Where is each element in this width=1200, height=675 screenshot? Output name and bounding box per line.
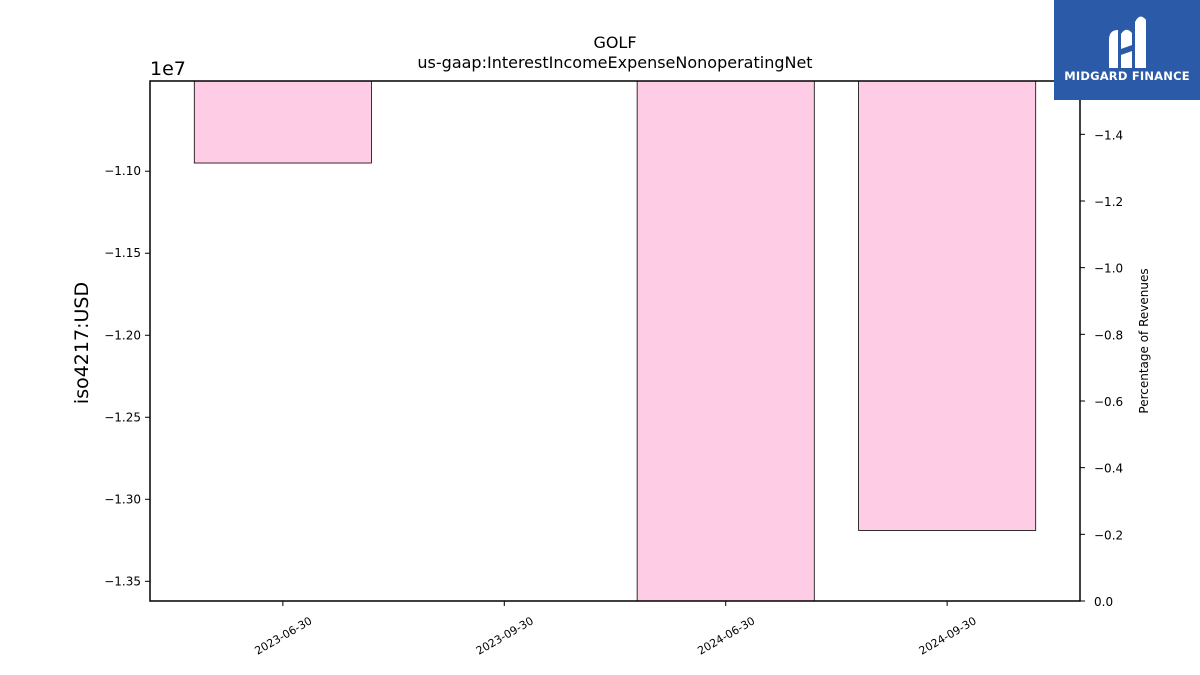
y2-tick-label: −0.8 bbox=[1094, 328, 1123, 342]
y2-tick-label: 0.0 bbox=[1094, 595, 1113, 609]
bar-2024-06-30 bbox=[636, 80, 815, 602]
y-tick-label: −1.30 bbox=[104, 492, 141, 506]
y2-tick-label: −0.6 bbox=[1094, 395, 1123, 409]
logo-mark-icon bbox=[1109, 16, 1146, 69]
chart-title: GOLF bbox=[593, 33, 636, 52]
y2-axis-label: Percentage of Revenues bbox=[1137, 268, 1151, 413]
y-tick-label: −1.15 bbox=[104, 246, 141, 260]
x-tick-label: 2024-06-30 bbox=[695, 614, 757, 657]
y-tick-label: −1.10 bbox=[104, 164, 141, 178]
bar-2023-06-30 bbox=[193, 80, 372, 164]
y-offset-label: 1e7 bbox=[150, 58, 186, 80]
y2-tick-label: −0.2 bbox=[1094, 528, 1123, 542]
x-tick-label: 2023-09-30 bbox=[474, 614, 536, 657]
y-tick-label: −1.35 bbox=[104, 574, 141, 588]
bar-group bbox=[193, 80, 1037, 602]
chart-subtitle: us-gaap:InterestIncomeExpenseNonoperatin… bbox=[417, 53, 812, 72]
bar-2024-09-30 bbox=[858, 80, 1037, 531]
y-tick-label: −1.20 bbox=[104, 328, 141, 342]
y2-tick-label: −1.0 bbox=[1094, 262, 1123, 276]
logo-text: MIDGARD FINANCE bbox=[1064, 69, 1190, 83]
x-tick-label: 2024-09-30 bbox=[917, 614, 979, 657]
y2-tick-label: −1.2 bbox=[1094, 195, 1123, 209]
y2-tick-label: −1.4 bbox=[1094, 128, 1123, 142]
x-tick-label: 2023-06-30 bbox=[252, 614, 314, 657]
y2-tick-label: −0.4 bbox=[1094, 462, 1123, 476]
plot-frame bbox=[149, 80, 1081, 602]
y-axis-label: iso4217:USD bbox=[71, 282, 93, 404]
brand-logo: MIDGARD FINANCE bbox=[1054, 0, 1200, 100]
y-tick-label: −1.25 bbox=[104, 410, 141, 424]
